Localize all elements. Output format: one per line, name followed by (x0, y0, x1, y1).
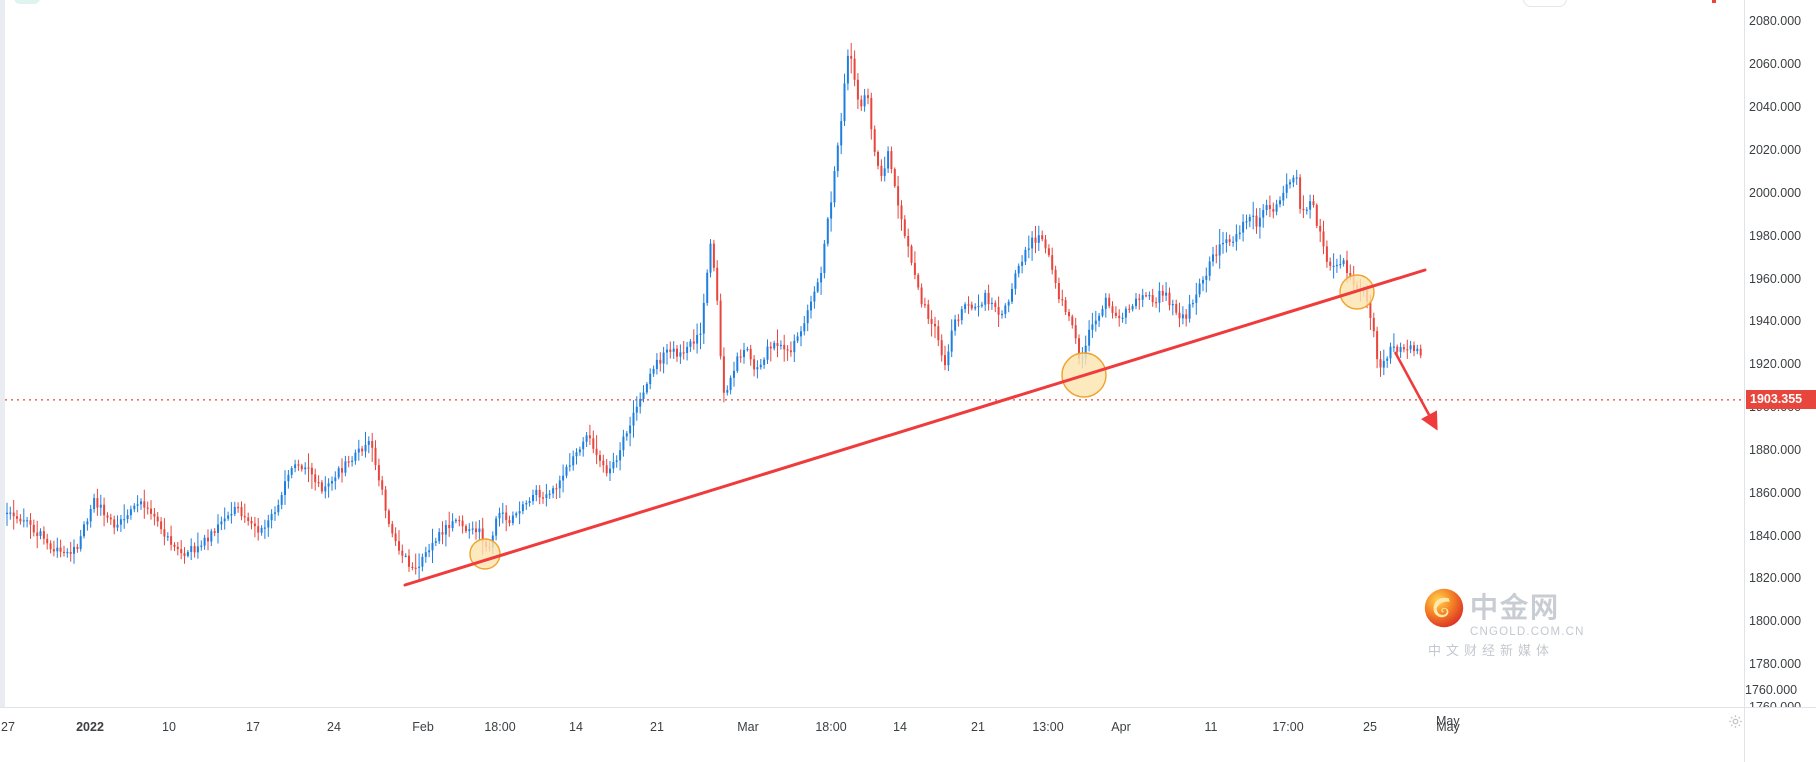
gear-icon[interactable] (1727, 713, 1744, 730)
time-tick: Mar (737, 720, 759, 734)
price-tick: 1880.000 (1749, 442, 1802, 457)
time-tick: 27 (1, 720, 15, 734)
left-gutter (0, 0, 5, 707)
price-tick: 1840.000 (1749, 528, 1802, 543)
price-tick-1760: 1760.000 (1745, 683, 1798, 697)
time-tick: 14 (893, 720, 907, 734)
cutoff-red-marker-top-right (1712, 0, 1716, 3)
current-price-badge[interactable]: 1903.355 (1746, 389, 1816, 409)
price-axis[interactable]: 2080.000 2060.000 2040.000 2020.000 2000.000… (1744, 0, 1816, 713)
candle-wicks (6, 43, 1422, 581)
ascending-trendline[interactable] (403, 268, 1427, 587)
price-tick: 1980.000 (1749, 228, 1802, 243)
candlestick-canvas[interactable] (5, 0, 1744, 707)
cutoff-chip-top-left (14, 0, 40, 4)
time-tick: 18:00 (815, 720, 847, 734)
highlight-circles (469, 274, 1375, 570)
chart-plot-area[interactable] (5, 0, 1744, 707)
time-tick: 17 (246, 720, 260, 734)
time-tick: 18:00 (484, 720, 516, 734)
projection-arrow[interactable] (1393, 351, 1438, 431)
price-tick: 1920.000 (1749, 357, 1802, 372)
time-tick: 25 (1363, 720, 1377, 734)
time-tick: May (1436, 720, 1460, 734)
price-tick: 1860.000 (1749, 485, 1802, 500)
price-tick: 2000.000 (1749, 185, 1802, 200)
time-tick: 17:00 (1272, 720, 1304, 734)
time-tick: 21 (971, 720, 985, 734)
time-tick: 21 (650, 720, 664, 734)
price-tick: 2020.000 (1749, 142, 1802, 157)
price-tick: 2080.000 (1749, 14, 1802, 29)
price-tick: 1800.000 (1749, 614, 1802, 629)
price-tick: 1820.000 (1749, 571, 1802, 586)
candle-bodies (6, 55, 1422, 569)
price-tick: 1960.000 (1749, 271, 1802, 286)
time-axis[interactable]: 27 2022 10 17 24 Feb 18:00 14 21 Mar 18:00 14 21 13:0… (0, 707, 1816, 762)
price-tick: 2040.000 (1749, 100, 1802, 115)
time-axis-divider (1744, 708, 1745, 762)
time-tick: 10 (162, 720, 176, 734)
time-tick: 13:00 (1032, 720, 1064, 734)
time-tick-may-overlap: May (1436, 714, 1460, 728)
price-tick: 2060.000 (1749, 57, 1802, 72)
time-tick: 14 (569, 720, 583, 734)
price-tick: 1940.000 (1749, 314, 1802, 329)
price-tick: 1780.000 (1749, 657, 1802, 672)
time-tick: Feb (412, 720, 434, 734)
time-tick: 11 (1204, 720, 1218, 734)
time-tick: Apr (1111, 720, 1131, 734)
time-tick: 2022 (76, 720, 104, 734)
time-tick: 24 (327, 720, 341, 734)
